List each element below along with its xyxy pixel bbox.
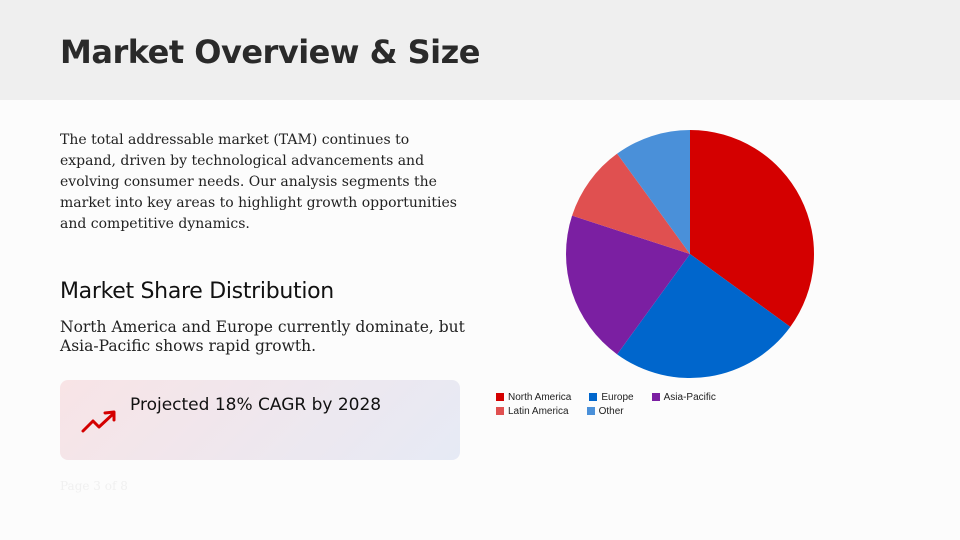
legend-swatch: [496, 407, 504, 415]
pie-slice-north-america: [690, 130, 814, 327]
pie-slice-latin-america: [572, 153, 690, 254]
market-share-pie-chart: [566, 130, 814, 378]
page-title: Market Overview & Size: [60, 33, 480, 71]
intro-paragraph: The total addressable market (TAM) conti…: [60, 132, 457, 232]
section-title: Market Share Distribution: [60, 279, 334, 304]
legend-item: Asia-Pacific: [651, 390, 716, 404]
legend-swatch: [496, 393, 504, 401]
pie-slice-asia-pacific: [566, 215, 690, 355]
legend-swatch: [651, 393, 660, 401]
legend-label: North America: [508, 391, 572, 403]
pie-slice-europe: [617, 254, 791, 378]
legend-label: Other: [598, 405, 624, 417]
legend-item: North America: [496, 390, 571, 404]
legend-item: Latin America: [496, 404, 569, 418]
legend-swatch: [589, 393, 598, 401]
legend-item: Europe: [589, 390, 634, 404]
callout-text: Projected 18% CAGR by 2028: [130, 395, 382, 415]
pie-slice-other: [617, 130, 690, 254]
section-text: North America and Europe currently domin…: [60, 318, 465, 355]
chart-legend: North America Europe Asia-Pacific Latin Ame…: [496, 390, 836, 418]
trending-up-icon: [81, 410, 116, 433]
cagr-callout: Projected 18% CAGR by 2028: [60, 380, 460, 460]
legend-label: Europe: [601, 391, 634, 403]
legend-item: Other: [586, 404, 624, 418]
header-bar: Market Overview & Size: [0, 0, 960, 100]
legend-label: Latin America: [508, 405, 569, 417]
legend-swatch: [586, 407, 595, 415]
page-number: Page 3 of 8: [60, 479, 128, 493]
legend-label: Asia-Pacific: [663, 391, 716, 403]
